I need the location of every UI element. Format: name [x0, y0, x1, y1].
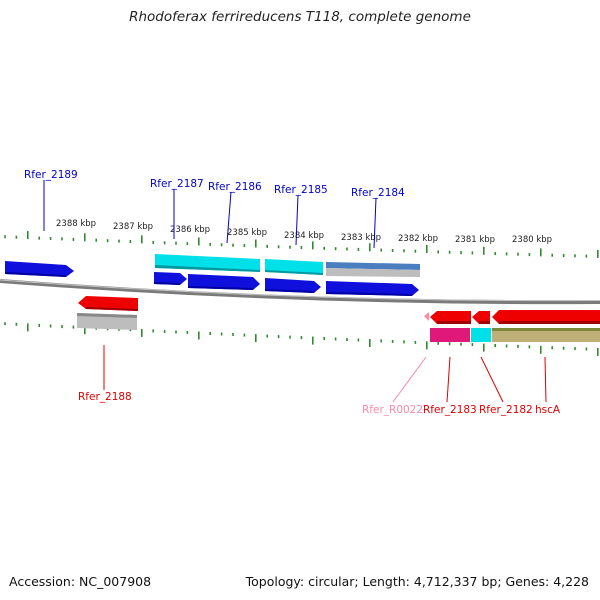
kbp-label: 2380 kbp — [512, 235, 552, 245]
lower-gene-labels — [103, 345, 547, 403]
lower-tick-row — [4, 322, 599, 356]
gene-arrow[interactable] — [78, 296, 138, 311]
genome-summary-text: Topology: circular; Length: 4,712,337 bp… — [245, 574, 589, 589]
rna-arrow[interactable] — [424, 312, 429, 321]
lower-features — [77, 296, 600, 342]
gene-label[interactable]: Rfer_2184 — [351, 187, 405, 199]
gene-label[interactable]: hscA — [535, 404, 561, 416]
kbp-label: 2382 kbp — [398, 234, 438, 244]
upper-tick-row — [4, 231, 599, 258]
kbp-scale: 2388 kbp 2387 kbp 2386 kbp 2385 kbp 2384… — [56, 219, 552, 245]
kbp-label: 2387 kbp — [113, 222, 153, 232]
cds-bar[interactable] — [326, 268, 420, 277]
upper-features — [5, 254, 420, 296]
upper-gene-labels — [43, 180, 377, 249]
gene-label[interactable]: Rfer_2185 — [274, 184, 328, 196]
accession-text: Accession: NC_007908 — [9, 574, 152, 589]
gene-label[interactable]: Rfer_2187 — [150, 178, 204, 190]
genome-backbone — [0, 279, 600, 305]
gene-label[interactable]: Rfer_2183 — [423, 404, 477, 416]
kbp-label: 2386 kbp — [170, 225, 210, 235]
cds-bar[interactable] — [492, 328, 600, 342]
gene-arrow[interactable] — [154, 272, 187, 285]
kbp-label: 2385 kbp — [227, 228, 267, 238]
kbp-label: 2383 kbp — [341, 233, 381, 243]
gene-arrow[interactable] — [326, 281, 419, 296]
gene-arrow[interactable] — [472, 311, 490, 324]
gene-label[interactable]: Rfer_2182 — [479, 404, 533, 416]
gene-arrow[interactable] — [265, 278, 321, 293]
cds-bar[interactable] — [471, 328, 491, 342]
gene-label[interactable]: Rfer_2189 — [24, 169, 78, 181]
gene-arrow[interactable] — [430, 311, 471, 324]
gene-label[interactable]: Rfer_R0022 — [362, 404, 423, 416]
cds-bar[interactable] — [430, 328, 470, 342]
gene-arrow[interactable] — [188, 274, 260, 290]
page-title: Rhodoferax ferrireducens T118, complete … — [129, 9, 471, 25]
gene-label[interactable]: Rfer_2188 — [78, 391, 132, 403]
gene-arrow[interactable] — [492, 310, 600, 324]
gene-label[interactable]: Rfer_2186 — [208, 181, 262, 193]
kbp-label: 2381 kbp — [455, 235, 495, 245]
kbp-label: 2388 kbp — [56, 219, 96, 229]
kbp-label: 2384 kbp — [284, 231, 324, 241]
cds-bar[interactable] — [326, 262, 420, 270]
